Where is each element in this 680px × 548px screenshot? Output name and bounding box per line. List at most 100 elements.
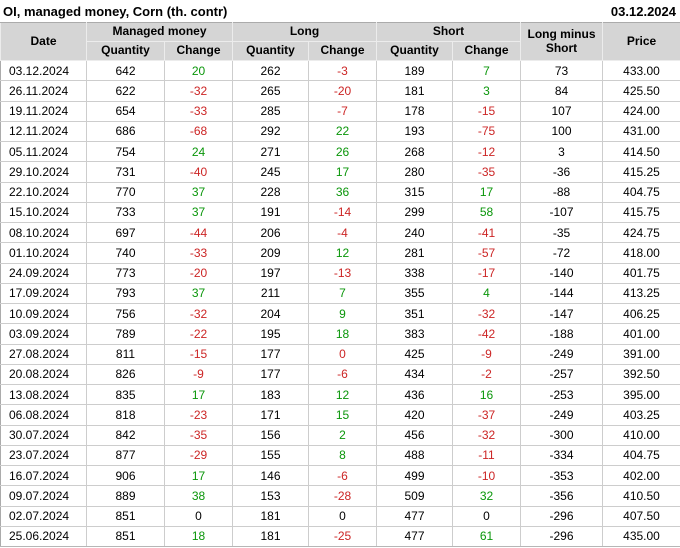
titlebar: OI, managed money, Corn (th. contr) 03.1… <box>0 0 680 22</box>
cell-mm-quantity: 756 <box>86 302 165 325</box>
cell-short-change: -75 <box>452 120 522 143</box>
cell-short-quantity: 338 <box>376 262 454 284</box>
cell-mm-change: -35 <box>164 424 233 446</box>
cell-date: 10.09.2024 <box>0 302 87 325</box>
table-row: 10.09.2024 756 -32 204 9 351 -32 -147 40… <box>0 302 680 325</box>
cell-long-change: -25 <box>307 525 378 548</box>
cell-mm-quantity: 851 <box>86 505 165 527</box>
cell-short-quantity: 351 <box>376 302 454 325</box>
cell-mm-quantity: 889 <box>86 485 165 507</box>
table-row: 09.07.2024 889 38 153 -28 509 32 -356 41… <box>0 485 680 507</box>
cell-long-change: 8 <box>307 444 378 467</box>
column-header-price: Price <box>602 22 680 61</box>
cell-mm-change: -20 <box>164 262 233 284</box>
cell-long-quantity: 271 <box>232 140 309 163</box>
cell-long-quantity: 285 <box>232 100 309 122</box>
cell-date: 22.10.2024 <box>0 181 87 203</box>
cell-mm-quantity: 697 <box>86 221 165 244</box>
cell-long-change: -14 <box>307 201 378 224</box>
cell-short-change: -9 <box>452 343 522 365</box>
cell-date: 25.06.2024 <box>0 525 87 548</box>
cell-short-change: -32 <box>452 302 522 325</box>
cell-mm-quantity: 740 <box>86 242 165 264</box>
cell-mm-quantity: 835 <box>86 383 165 406</box>
cell-mm-quantity: 654 <box>86 100 165 122</box>
cell-short-change: 58 <box>452 201 522 224</box>
cell-long-change: 12 <box>307 383 378 406</box>
cell-long-minus-short: -144 <box>520 282 604 305</box>
cell-short-change: -41 <box>452 221 522 244</box>
cell-price: 391.00 <box>602 343 680 365</box>
table-body: 03.12.2024 642 20 262 -3 189 7 73 433.00… <box>0 59 680 548</box>
cell-short-change: -42 <box>452 323 522 345</box>
cell-long-quantity: 206 <box>232 221 309 244</box>
cell-date: 06.08.2024 <box>0 404 87 426</box>
cell-long-quantity: 204 <box>232 302 309 325</box>
column-header-short-quantity: Quantity <box>376 41 454 61</box>
cell-short-quantity: 436 <box>376 383 454 406</box>
cell-long-minus-short: -188 <box>520 323 604 345</box>
cell-date: 24.09.2024 <box>0 262 87 284</box>
cell-mm-change: 0 <box>164 505 233 527</box>
cell-mm-change: 17 <box>164 383 233 406</box>
cell-long-minus-short: -72 <box>520 242 604 264</box>
cell-price: 404.75 <box>602 181 680 203</box>
cell-mm-quantity: 773 <box>86 262 165 284</box>
cell-short-change: 17 <box>452 181 522 203</box>
cell-long-change: -7 <box>307 100 378 122</box>
cell-long-change: -4 <box>307 221 378 244</box>
cell-date: 15.10.2024 <box>0 201 87 224</box>
cell-short-quantity: 383 <box>376 323 454 345</box>
cell-long-quantity: 181 <box>232 525 309 548</box>
cell-short-change: 61 <box>452 525 522 548</box>
cell-mm-quantity: 793 <box>86 282 165 305</box>
table-row: 26.11.2024 622 -32 265 -20 181 3 84 425.… <box>0 80 680 102</box>
cell-mm-change: -33 <box>164 242 233 264</box>
cell-price: 402.00 <box>602 464 680 487</box>
cell-long-quantity: 228 <box>232 181 309 203</box>
cell-short-quantity: 509 <box>376 485 454 507</box>
cell-long-change: -3 <box>307 59 378 82</box>
cell-date: 30.07.2024 <box>0 424 87 446</box>
cell-long-minus-short: -36 <box>520 161 604 183</box>
cell-mm-change: 17 <box>164 464 233 487</box>
table-row: 12.11.2024 686 -68 292 22 193 -75 100 43… <box>0 120 680 143</box>
cell-price: 415.75 <box>602 201 680 224</box>
column-header-short: Short <box>376 22 522 42</box>
column-header-long-quantity: Quantity <box>232 41 309 61</box>
cell-date: 26.11.2024 <box>0 80 87 102</box>
column-header-long-change: Change <box>307 41 378 61</box>
cell-long-quantity: 153 <box>232 485 309 507</box>
cell-short-quantity: 499 <box>376 464 454 487</box>
cell-date: 16.07.2024 <box>0 464 87 487</box>
cell-short-quantity: 181 <box>376 80 454 102</box>
cell-short-change: -12 <box>452 140 522 163</box>
cell-mm-change: -32 <box>164 302 233 325</box>
cell-long-minus-short: -35 <box>520 221 604 244</box>
cell-mm-change: 37 <box>164 282 233 305</box>
cell-price: 418.00 <box>602 242 680 264</box>
cell-mm-change: -15 <box>164 343 233 365</box>
table-row: 05.11.2024 754 24 271 26 268 -12 3 414.5… <box>0 140 680 163</box>
cell-long-quantity: 177 <box>232 363 309 386</box>
cell-mm-change: -44 <box>164 221 233 244</box>
cell-short-quantity: 268 <box>376 140 454 163</box>
cell-long-minus-short: -249 <box>520 343 604 365</box>
table-row: 25.06.2024 851 18 181 -25 477 61 -296 43… <box>0 525 680 548</box>
cell-long-change: -13 <box>307 262 378 284</box>
cell-mm-change: 38 <box>164 485 233 507</box>
cell-price: 407.50 <box>602 505 680 527</box>
cell-price: 413.25 <box>602 282 680 305</box>
cell-price: 401.75 <box>602 262 680 284</box>
cell-mm-quantity: 906 <box>86 464 165 487</box>
column-header-short-change: Change <box>452 41 522 61</box>
table-row: 17.09.2024 793 37 211 7 355 4 -144 413.2… <box>0 282 680 305</box>
cell-mm-change: 24 <box>164 140 233 163</box>
cell-long-minus-short: -296 <box>520 525 604 548</box>
cell-mm-quantity: 686 <box>86 120 165 143</box>
cell-mm-change: -29 <box>164 444 233 467</box>
cell-mm-quantity: 811 <box>86 343 165 365</box>
cell-long-quantity: 211 <box>232 282 309 305</box>
cell-mm-quantity: 851 <box>86 525 165 548</box>
cell-mm-quantity: 770 <box>86 181 165 203</box>
